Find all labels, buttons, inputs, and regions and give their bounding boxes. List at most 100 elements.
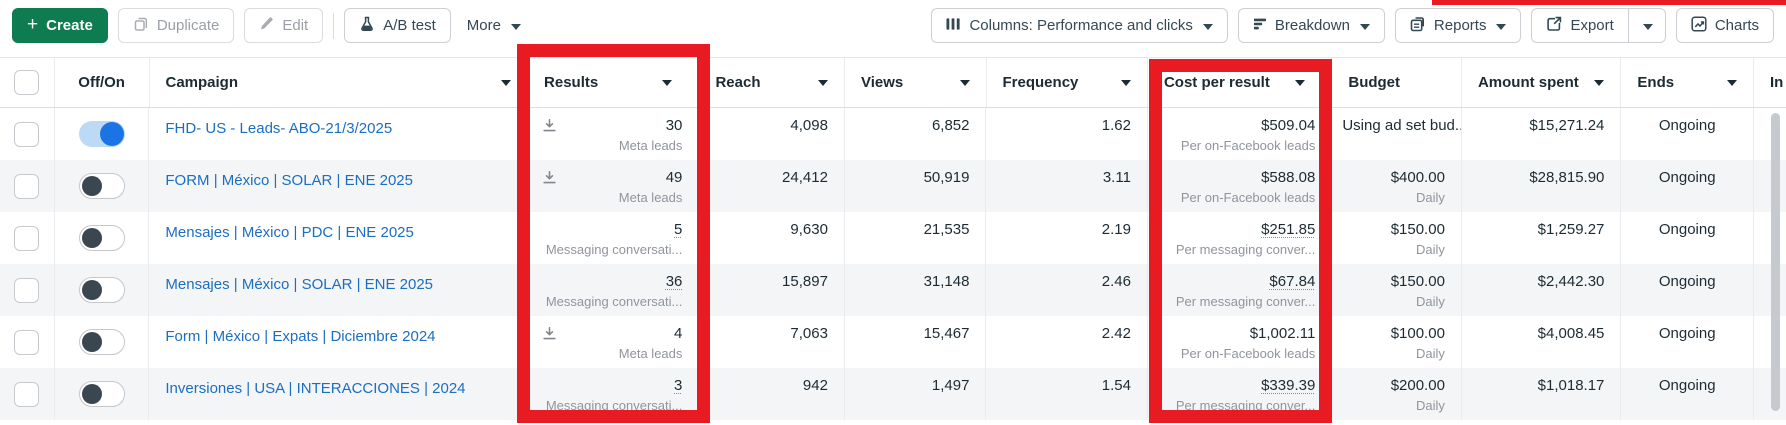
row-checkbox[interactable] — [14, 381, 40, 407]
column-header-results[interactable]: Results — [528, 58, 700, 107]
row-checkbox[interactable] — [14, 173, 40, 199]
sort-caret-icon[interactable] — [1295, 79, 1306, 86]
table-row: Inversiones | USA | INTERACCIONES | 2024… — [0, 368, 1786, 420]
campaign-link[interactable]: Form | México | Expats | Diciembre 2024 — [165, 328, 436, 345]
export-options-button[interactable] — [1627, 9, 1665, 42]
row-checkbox[interactable] — [14, 225, 40, 251]
columns-dropdown[interactable]: Columns: Performance and clicks — [931, 8, 1228, 43]
sort-caret-icon[interactable] — [501, 79, 512, 86]
column-header-frequency[interactable]: Frequency — [987, 58, 1148, 107]
reach-cell: 24,412 — [699, 160, 845, 212]
cost-per-result-value: $509.04 — [1261, 117, 1316, 134]
ends-cell: Ongoing — [1621, 316, 1754, 368]
cost-per-result-cell: $509.04 Per on-Facebook leads — [1148, 108, 1333, 160]
toggle[interactable] — [78, 121, 125, 147]
results-value: 4 — [674, 325, 683, 342]
budget-cell: $400.00 Daily — [1332, 160, 1462, 212]
budget-value: Using ad set bud... — [1342, 117, 1462, 134]
amount-spent-value: $1,259.27 — [1537, 221, 1605, 238]
more-button[interactable]: More — [460, 8, 527, 43]
table-row: Mensajes | México | PDC | ENE 2025 5 Mes… — [0, 212, 1786, 264]
campaign-link[interactable]: Mensajes | México | PDC | ENE 2025 — [165, 224, 414, 241]
reports-dropdown[interactable]: Reports — [1394, 8, 1522, 43]
row-checkbox-cell — [0, 212, 55, 264]
column-header-views[interactable]: Views — [845, 58, 987, 107]
column-header-cost-per-result[interactable]: Cost per result — [1148, 58, 1333, 107]
create-button[interactable]: + Create — [12, 8, 108, 43]
reach-cell: 7,063 — [699, 316, 845, 368]
results-cell: 30 Meta leads — [528, 108, 700, 160]
duplicate-button[interactable]: Duplicate — [117, 8, 235, 43]
ends-cell: Ongoing — [1621, 108, 1754, 160]
column-header-label: Reach — [715, 74, 761, 91]
toolbar-divider — [333, 12, 335, 39]
toggle-knob — [99, 122, 124, 146]
column-header-campaign[interactable]: Campaign — [150, 58, 529, 107]
campaign-link[interactable]: Inversiones | USA | INTERACCIONES | 2024 — [165, 380, 466, 397]
pencil-icon — [259, 16, 274, 35]
sort-caret-icon[interactable] — [662, 79, 673, 86]
charts-button[interactable]: Charts — [1675, 8, 1774, 43]
column-header-amount-spent[interactable]: Amount spent — [1462, 58, 1622, 107]
edit-button[interactable]: Edit — [244, 8, 324, 43]
toggle-knob — [81, 175, 102, 196]
breakdown-dropdown[interactable]: Breakdown — [1237, 8, 1385, 43]
column-header-reach[interactable]: Reach — [699, 58, 845, 107]
vertical-scrollbar[interactable] — [1771, 113, 1780, 411]
amount-spent-cell: $4,008.45 — [1462, 316, 1622, 368]
reach-cell: 15,897 — [699, 264, 845, 316]
views-value: 21,535 — [923, 221, 970, 238]
campaign-link[interactable]: Mensajes | México | SOLAR | ENE 2025 — [165, 276, 434, 293]
column-header-ends[interactable]: Ends — [1621, 58, 1754, 107]
ab-test-button[interactable]: A/B test — [344, 8, 451, 43]
sort-caret-icon[interactable] — [817, 79, 828, 86]
sort-caret-icon[interactable] — [1120, 79, 1131, 86]
toolbar: + Create Duplicate Edit A/B test More Co… — [0, 0, 1786, 56]
sort-caret-icon[interactable] — [1726, 79, 1737, 86]
budget-type-label: Daily — [1416, 398, 1445, 413]
toolbar-right-group: Columns: Performance and clicks Breakdow… — [931, 8, 1774, 43]
download-icon[interactable] — [542, 170, 557, 189]
sort-caret-icon[interactable] — [959, 79, 970, 86]
row-checkbox[interactable] — [14, 277, 40, 303]
export-button[interactable]: Export — [1532, 9, 1627, 42]
toggle[interactable] — [78, 277, 125, 303]
views-value: 6,852 — [931, 117, 970, 134]
row-checkbox[interactable] — [14, 121, 40, 147]
cost-per-result-value: $588.08 — [1261, 169, 1316, 186]
cost-per-result-cell: $67.84 Per messaging conver... — [1148, 264, 1333, 316]
toggle[interactable] — [78, 225, 125, 251]
frequency-value: 1.62 — [1101, 117, 1131, 134]
column-header-impressions-cut: In — [1754, 58, 1786, 107]
results-type-label: Meta leads — [618, 138, 683, 153]
toggle[interactable] — [78, 381, 125, 407]
select-all-checkbox[interactable] — [14, 70, 40, 95]
views-value: 31,148 — [923, 273, 970, 290]
row-checkbox[interactable] — [14, 329, 40, 355]
impressions-cell-cut — [1754, 212, 1786, 264]
download-icon[interactable] — [542, 118, 557, 137]
cost-type-label: Per on-Facebook leads — [1180, 346, 1316, 361]
budget-value: $400.00 — [1390, 169, 1445, 186]
campaign-link[interactable]: FORM | México | SOLAR | ENE 2025 — [165, 172, 413, 189]
reach-value: 7,063 — [790, 325, 828, 342]
campaign-link[interactable]: FHD- US - Leads- ABO-21/3/2025 — [165, 120, 393, 137]
breakdown-dropdown-label: Breakdown — [1274, 17, 1350, 34]
download-icon[interactable] — [542, 326, 557, 345]
reach-cell: 942 — [699, 368, 845, 420]
toggle[interactable] — [78, 173, 125, 199]
create-button-label: Create — [46, 17, 93, 34]
reports-icon — [1410, 16, 1426, 36]
budget-type-label: Daily — [1416, 242, 1445, 257]
toggle-cell — [55, 264, 150, 316]
reach-value: 942 — [802, 377, 828, 394]
sort-caret-icon[interactable] — [1594, 79, 1605, 86]
chart-icon — [1691, 15, 1707, 36]
frequency-value: 2.42 — [1101, 325, 1131, 342]
ends-cell: Ongoing — [1621, 212, 1754, 264]
column-header-budget[interactable]: Budget — [1332, 58, 1462, 107]
amount-spent-value: $2,442.30 — [1537, 273, 1605, 290]
cost-per-result-cell: $251.85 Per messaging conver... — [1148, 212, 1333, 264]
toggle[interactable] — [78, 329, 125, 355]
budget-type-label: Daily — [1416, 190, 1445, 205]
